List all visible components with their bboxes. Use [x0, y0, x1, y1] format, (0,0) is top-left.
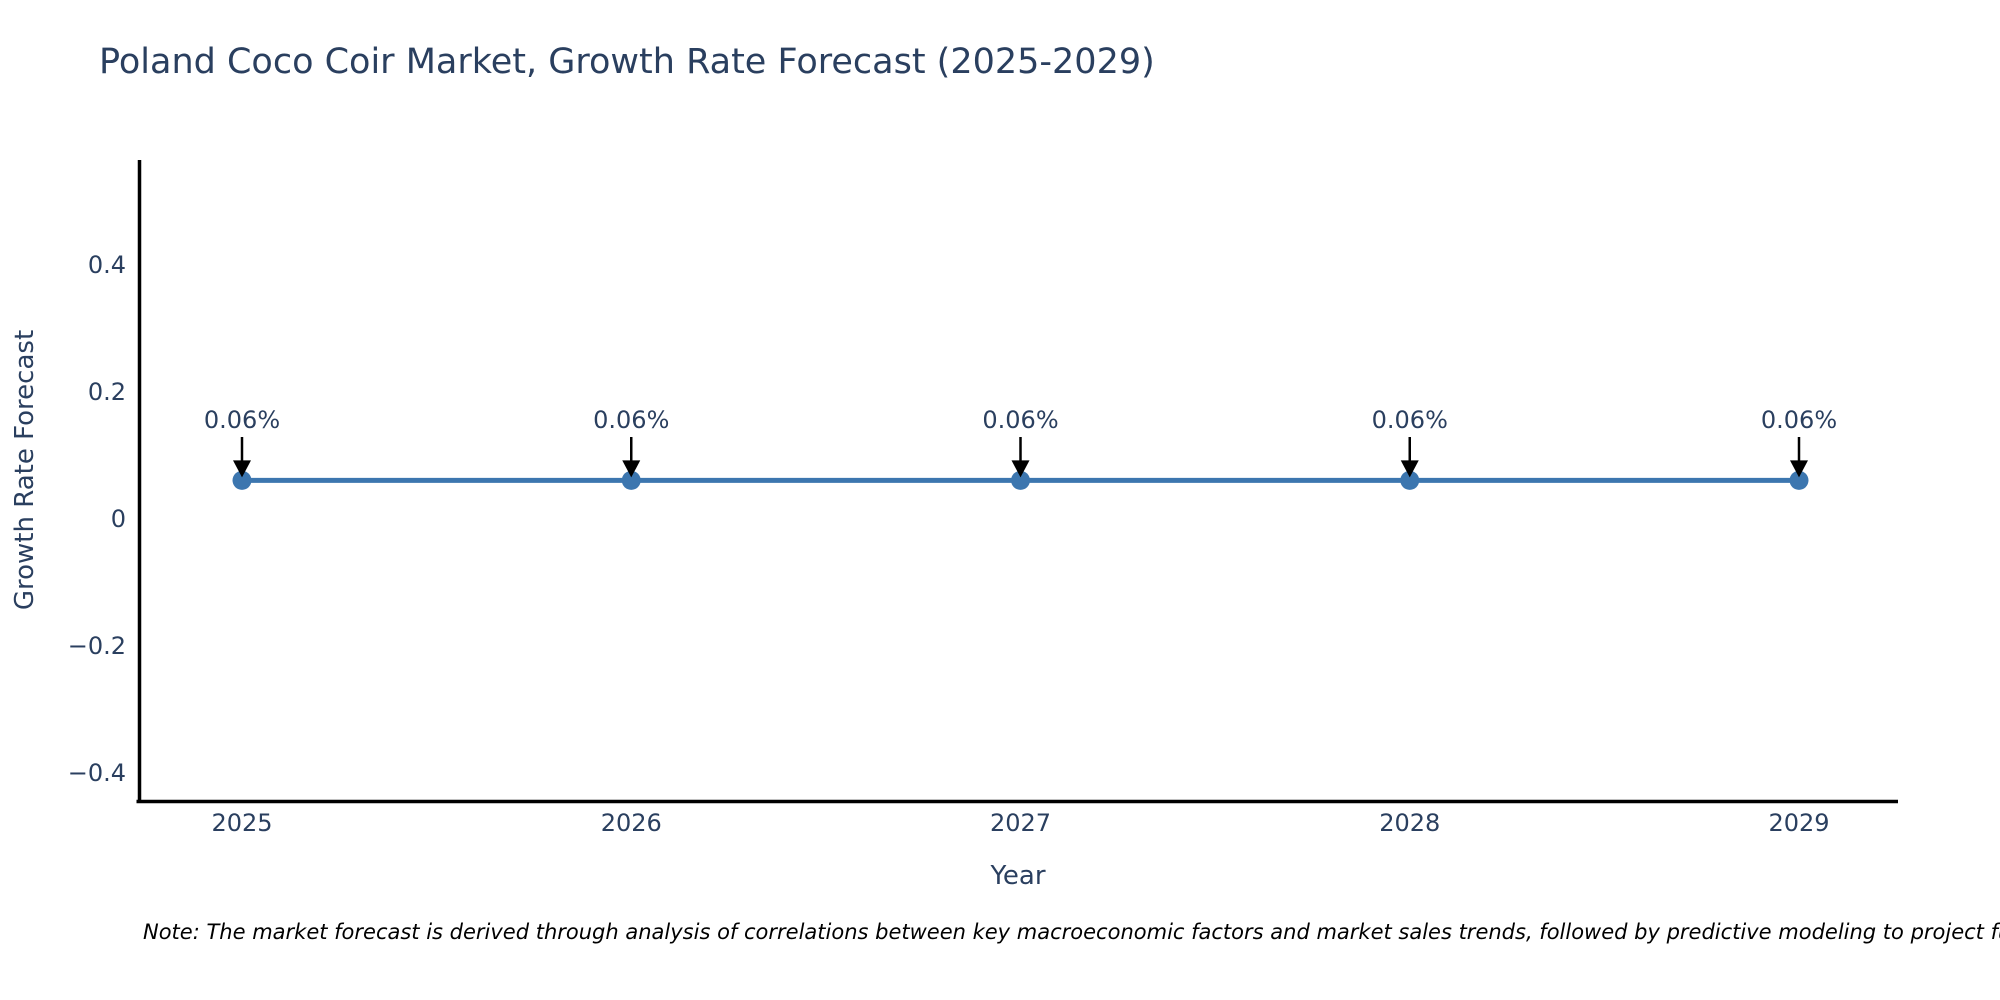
- point-annotation: 0.06%: [203, 406, 281, 434]
- x-tick-label: 2028: [1379, 809, 1441, 837]
- point-annotation: 0.06%: [1371, 406, 1448, 434]
- x-tick-label: 2026: [600, 809, 662, 837]
- point-annotation: 0.06%: [1760, 406, 1838, 434]
- x-tick-label: 2029: [1768, 809, 1830, 837]
- annotation-arrowhead: [1400, 460, 1419, 478]
- point-annotation: 0.06%: [982, 406, 1059, 434]
- y-tick-label: −0.2: [67, 631, 126, 660]
- y-tick-label: 0.4: [87, 250, 126, 279]
- y-tick-label: −0.4: [67, 758, 126, 787]
- footnote: Note: The market forecast is derived thr…: [143, 920, 2000, 944]
- chart-title: Poland Coco Coir Market, Growth Rate For…: [99, 42, 1155, 82]
- annotation-arrowhead: [1790, 460, 1808, 478]
- y-tick-label: 0.2: [87, 377, 126, 406]
- x-tick-label: 2027: [989, 809, 1052, 837]
- data-point-marker: [1789, 470, 1809, 490]
- annotation-arrowhead: [622, 460, 641, 478]
- data-point-marker: [1011, 470, 1030, 490]
- point-annotation: 0.06%: [593, 406, 670, 434]
- y-axis-title: Growth Rate Forecast: [10, 329, 40, 611]
- data-point-marker: [621, 470, 641, 490]
- annotation-arrowhead: [1011, 460, 1030, 478]
- x-tick-label: 2025: [211, 809, 273, 837]
- annotation-arrowhead: [233, 460, 251, 478]
- data-point-marker: [1400, 470, 1420, 490]
- y-tick-label: 0: [110, 504, 126, 533]
- data-point-marker: [232, 470, 252, 490]
- x-axis-title: Year: [990, 861, 1046, 891]
